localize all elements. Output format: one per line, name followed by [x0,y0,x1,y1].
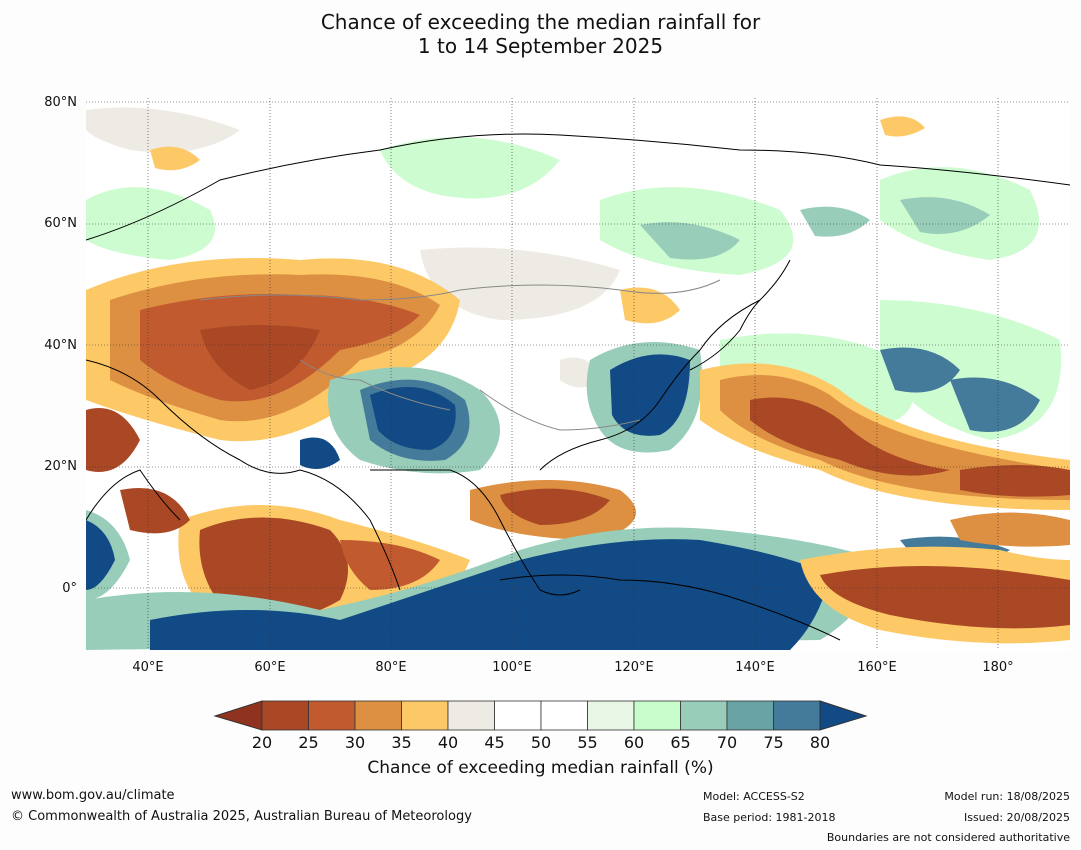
colorbar-over-arrow [819,700,868,731]
graticule [86,98,1070,650]
colorbar-title: Chance of exceeding median rainfall (%) [367,758,714,778]
lat-label-60n: 60°N [44,216,77,231]
colorbar-tick-20: 20 [251,733,273,752]
region-maritime-wet [86,510,880,650]
colorbar-cell-70-75 [726,700,774,731]
copyright-text: © Commonwealth of Australia 2025, Austra… [11,809,472,824]
region-south-pacific-dry [800,512,1070,644]
colorbar-tick-80: 80 [809,733,831,752]
model-run-date: Model run: 18/08/2025 [944,790,1070,803]
colorbar-cell-45-50 [494,700,542,731]
colorbar-cell-75-80 [773,700,821,731]
colorbar-tick-45: 45 [484,733,505,752]
issued-date: Issued: 20/08/2025 [963,811,1070,824]
colorbar-cell-60-65 [633,700,681,731]
colorbar [213,700,868,731]
lat-label-0: 0° [62,581,77,596]
colorbar-tick-65: 65 [670,733,691,752]
colorbar-tick-30: 30 [344,733,366,752]
lon-label-100e: 100°E [492,660,532,675]
region-north-green [640,197,990,260]
lat-label-20n: 20°N [44,459,77,474]
boundaries-disclaimer: Boundaries are not considered authoritat… [826,831,1070,844]
colorbar-tick-70: 70 [716,733,738,752]
colorbar-under-arrow [213,700,263,731]
colorbar-cell-40-45 [447,700,495,731]
lon-label-80e: 80°E [375,660,407,675]
colorbar-tick-35: 35 [391,733,412,752]
lon-label-60e: 60°E [254,660,286,675]
lon-label-120e: 120°E [614,660,654,675]
colorbar-cell-55-60 [587,700,635,731]
colorbar-tick-25: 25 [298,733,319,752]
coastlines [86,133,1070,641]
region-south-asia-wet [300,367,500,474]
colorbar-tick-40: 40 [437,733,459,752]
base-period: Base period: 1981-2018 [703,811,836,824]
region-east-asia-wet [586,342,702,453]
lon-label-180: 180° [982,660,1014,675]
country-borders [199,279,721,431]
map-title-line1: Chance of exceeding the median rainfall … [320,10,761,34]
lon-label-160e: 160°E [857,660,897,675]
colorbar-cell-20-25 [261,700,309,731]
colorbar-tick-60: 60 [623,733,645,752]
colorbar-tick-55: 55 [577,733,598,752]
region-orange-patches [150,116,925,324]
region-central-asia-dry [86,258,460,472]
colorbar-tick-75: 75 [763,733,784,752]
colorbar-cell-30-35 [354,700,402,731]
region-north-light-green [86,137,1062,440]
model-name: Model: ACCESS-S2 [703,790,805,803]
region-neutral [86,107,620,388]
region-pacific-dry-band [700,363,1070,510]
colorbar-cell-65-70 [680,700,728,731]
colorbar-cell-50-55 [540,700,588,731]
colorbar-cell-25-30 [308,700,356,731]
colorbar-tick-50: 50 [530,733,552,752]
map-title-line2: 1 to 14 September 2025 [417,34,664,58]
lat-label-40n: 40°N [44,338,77,353]
lon-label-140e: 140°E [735,660,775,675]
website-link[interactable]: www.bom.gov.au/climate [11,788,175,803]
lat-label-80n: 80°N [44,95,77,110]
lon-label-40e: 40°E [132,660,164,675]
colorbar-cell-35-40 [401,700,449,731]
